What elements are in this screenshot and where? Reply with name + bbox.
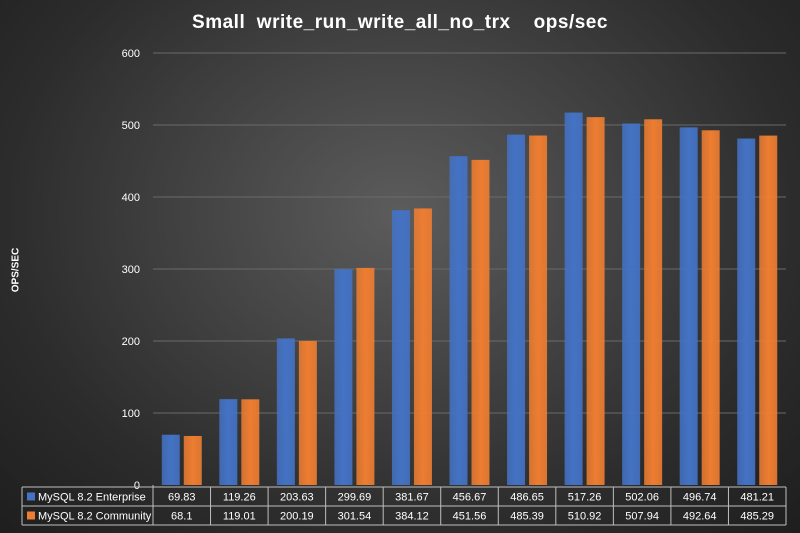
table-value: 456.67 (453, 492, 487, 504)
bar-community (241, 399, 260, 485)
bar-enterprise (449, 156, 468, 485)
table-value: 451.56 (453, 511, 487, 523)
table-value: 119.01 (223, 511, 256, 523)
legend-key (27, 511, 35, 520)
table-value: 485.29 (740, 511, 774, 523)
table-value: 481.21 (740, 492, 774, 504)
table-value: 69.83 (168, 492, 196, 504)
table-value: 486.65 (510, 492, 544, 504)
bar-community (471, 159, 490, 485)
bar-enterprise (564, 112, 583, 485)
y-tick-label: 500 (122, 120, 140, 132)
bar-community (759, 135, 778, 486)
table-value: 485.39 (510, 511, 544, 523)
bar-community (644, 119, 663, 485)
bar-community (356, 267, 375, 485)
bar-community (298, 340, 317, 485)
bar-enterprise (507, 134, 526, 485)
legend-label: MySQL 8.2 Community (38, 511, 152, 523)
y-tick-label: 300 (122, 264, 140, 276)
table-value: 68.1 (171, 511, 192, 523)
bar-enterprise (737, 138, 756, 485)
bar-community (183, 435, 202, 485)
table-value: 200.19 (280, 511, 314, 523)
table-value: 381.67 (395, 492, 429, 504)
y-tick-label: 600 (122, 48, 140, 60)
bar-community (413, 208, 432, 485)
table-value: 299.69 (338, 492, 372, 504)
legend-key (27, 492, 35, 501)
bar-enterprise (622, 123, 641, 486)
table-value: 119.26 (223, 492, 256, 504)
y-tick-label: 400 (122, 192, 140, 204)
y-tick-label: 100 (122, 408, 140, 420)
table-value: 301.54 (338, 511, 372, 523)
table-value: 384.12 (395, 511, 429, 523)
bar-enterprise (679, 127, 698, 485)
bar-enterprise (161, 434, 180, 485)
table-value: 203.63 (280, 492, 314, 504)
bar-community (529, 135, 548, 485)
table-value: 496.74 (683, 492, 717, 504)
y-tick-label: 200 (122, 336, 140, 348)
table-value: 510.92 (568, 511, 602, 523)
bar-enterprise (276, 338, 295, 485)
chart-title: Small write_run_write_all_no_trx ops/sec (192, 12, 608, 33)
bar-enterprise (219, 399, 238, 485)
table-value: 492.64 (683, 511, 717, 523)
bar-community (701, 130, 720, 485)
table-value: 502.06 (625, 492, 659, 504)
table-value: 517.26 (568, 492, 602, 504)
y-tick-label: 0 (134, 480, 140, 492)
table-value: 507.94 (625, 511, 659, 523)
bar-enterprise (334, 269, 353, 485)
bar-community (586, 117, 605, 485)
legend-label: MySQL 8.2 Enterprise (38, 492, 146, 504)
bar-enterprise (391, 210, 410, 485)
